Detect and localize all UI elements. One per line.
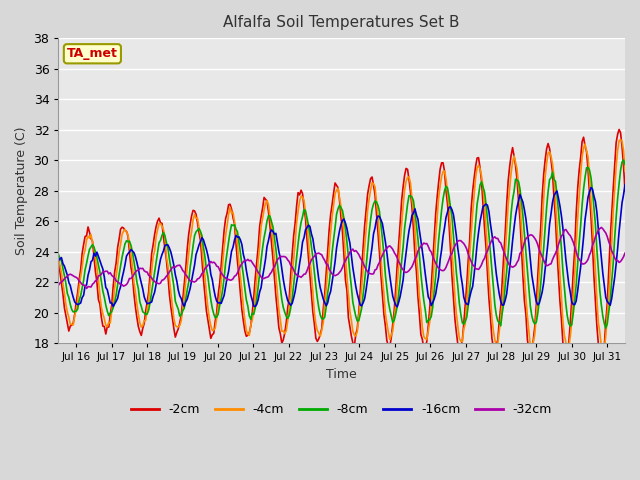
-16cm [394, 304, 401, 310]
-4cm [346, 308, 354, 314]
-4cm [620, 148, 627, 154]
-2cm [620, 163, 627, 168]
-2cm [346, 324, 354, 329]
Text: TA_met: TA_met [67, 47, 118, 60]
-2cm [621, 188, 629, 194]
-2cm [562, 354, 570, 360]
-4cm [543, 161, 550, 167]
-16cm [92, 253, 99, 259]
-4cm [92, 257, 99, 263]
Line: -8cm: -8cm [58, 160, 625, 328]
-8cm [543, 205, 550, 211]
-8cm [346, 270, 354, 276]
-32cm [544, 263, 552, 268]
Legend: -2cm, -4cm, -8cm, -16cm, -32cm: -2cm, -4cm, -8cm, -16cm, -32cm [126, 398, 557, 421]
-32cm [460, 240, 468, 246]
-8cm [458, 320, 466, 325]
-2cm [54, 253, 62, 259]
-8cm [620, 157, 627, 163]
Line: -16cm: -16cm [58, 185, 625, 307]
-4cm [458, 339, 466, 345]
-2cm [458, 338, 466, 344]
-16cm [346, 240, 354, 246]
-16cm [544, 239, 552, 244]
-2cm [543, 146, 550, 152]
-16cm [618, 200, 626, 205]
-32cm [93, 277, 100, 283]
-2cm [92, 269, 99, 275]
-16cm [74, 302, 81, 308]
Line: -2cm: -2cm [58, 130, 625, 357]
-4cm [621, 168, 629, 174]
-4cm [599, 347, 607, 353]
-16cm [460, 294, 468, 300]
-4cm [54, 257, 62, 263]
-32cm [621, 250, 629, 256]
-32cm [620, 254, 627, 260]
-2cm [615, 127, 623, 132]
-32cm [83, 286, 90, 291]
Line: -4cm: -4cm [58, 140, 625, 350]
-8cm [74, 306, 81, 312]
-2cm [74, 289, 81, 295]
-16cm [54, 258, 62, 264]
Line: -32cm: -32cm [58, 228, 625, 288]
Y-axis label: Soil Temperature (C): Soil Temperature (C) [15, 126, 28, 255]
-8cm [602, 325, 610, 331]
-4cm [617, 137, 625, 143]
-8cm [618, 159, 626, 165]
-32cm [598, 225, 605, 230]
-32cm [348, 248, 355, 253]
-32cm [54, 282, 62, 288]
Title: Alfalfa Soil Temperatures Set B: Alfalfa Soil Temperatures Set B [223, 15, 460, 30]
-8cm [54, 252, 62, 257]
X-axis label: Time: Time [326, 368, 357, 381]
-8cm [92, 249, 99, 255]
-8cm [621, 161, 629, 167]
-32cm [74, 276, 81, 281]
-4cm [74, 297, 81, 303]
-16cm [621, 182, 629, 188]
